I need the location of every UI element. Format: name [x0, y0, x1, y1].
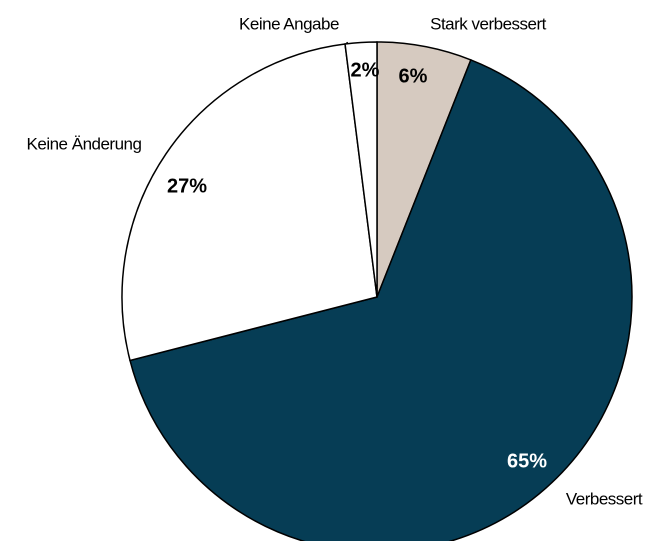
- category-label: Stark verbessert: [430, 14, 547, 33]
- category-label: Keine Änderung: [27, 134, 142, 153]
- value-label: 2%: [351, 59, 380, 81]
- category-label: Keine Angabe: [239, 14, 339, 33]
- value-label: 27%: [167, 175, 207, 197]
- pie-slice: [129, 58, 633, 541]
- pie-slice: [121, 43, 378, 362]
- value-label: 65%: [507, 450, 547, 472]
- value-label: 6%: [399, 65, 428, 87]
- pie-slice: [344, 41, 378, 298]
- category-label: Verbessert: [566, 489, 643, 508]
